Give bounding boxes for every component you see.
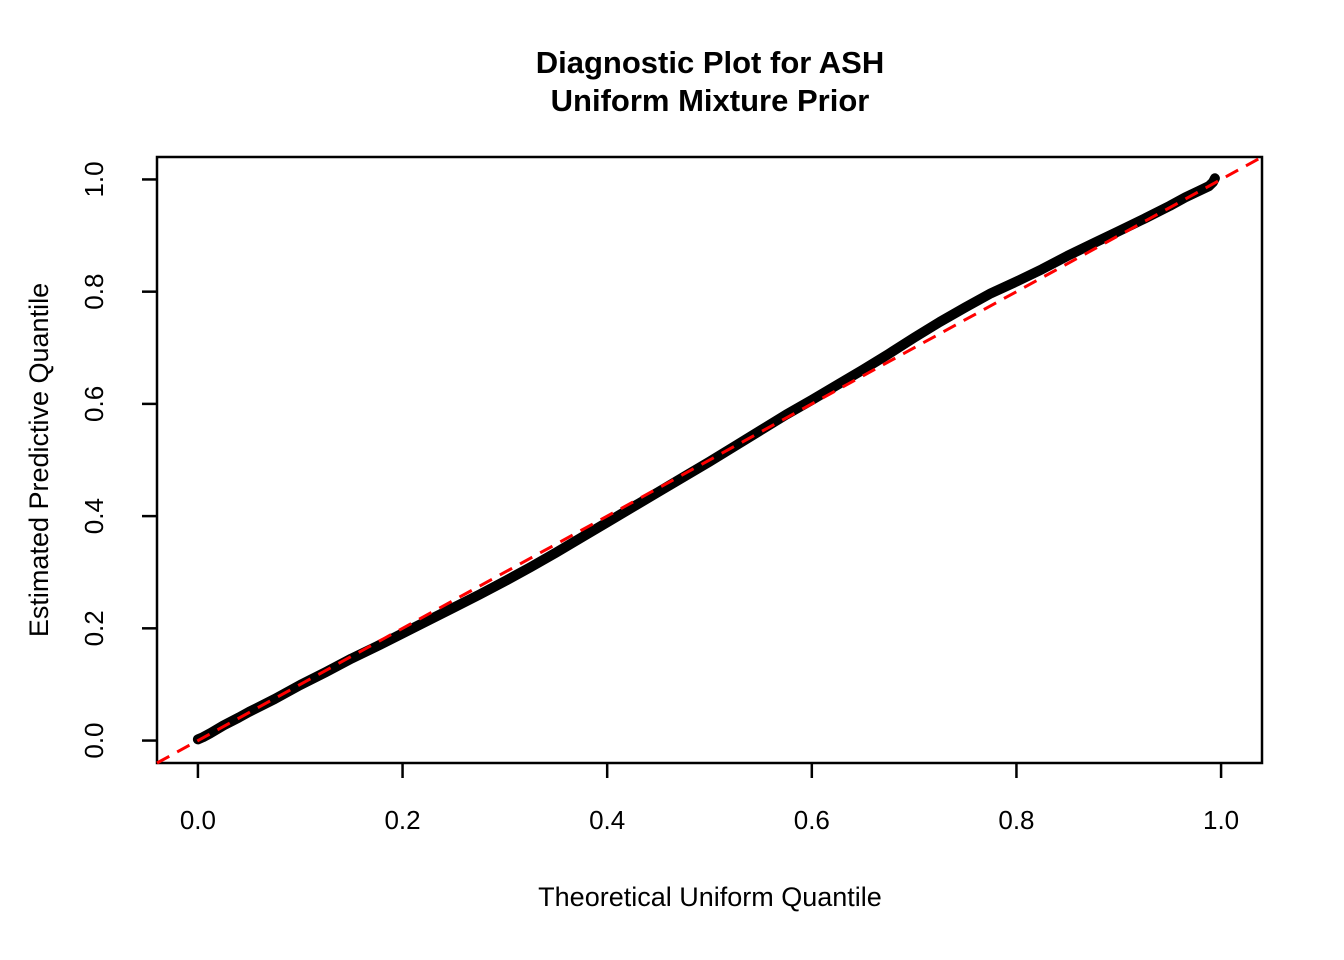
- x-tick-label: 0.4: [589, 805, 625, 835]
- y-tick-label: 1.0: [79, 161, 109, 197]
- y-axis-ticks: 0.0 0.2 0.4 0.6 0.8 1.0: [79, 161, 156, 759]
- quantile-curve: [192, 173, 1220, 745]
- y-tick-label: 0.4: [79, 498, 109, 534]
- x-axis-label: Theoretical Uniform Quantile: [538, 882, 882, 912]
- y-tick-label: 0.0: [79, 722, 109, 758]
- y-tick-label: 0.2: [79, 610, 109, 646]
- reference-diagonal-line: [156, 155, 1263, 765]
- x-tick-label: 1.0: [1203, 805, 1239, 835]
- x-axis-ticks: 0.0 0.2 0.4 0.6 0.8 1.0: [180, 764, 1239, 835]
- y-tick-label: 0.6: [79, 386, 109, 422]
- plot-box: [155, 155, 1264, 765]
- x-tick-label: 0.0: [180, 805, 216, 835]
- y-axis-label: Estimated Predictive Quantile: [24, 283, 54, 637]
- y-tick-label: 0.8: [79, 274, 109, 310]
- x-tick-label: 0.8: [998, 805, 1034, 835]
- x-tick-label: 0.6: [794, 805, 830, 835]
- x-tick-label: 0.2: [384, 805, 420, 835]
- chart-title-line1: Diagnostic Plot for ASH: [536, 45, 884, 80]
- chart-title-line2: Uniform Mixture Prior: [551, 83, 870, 118]
